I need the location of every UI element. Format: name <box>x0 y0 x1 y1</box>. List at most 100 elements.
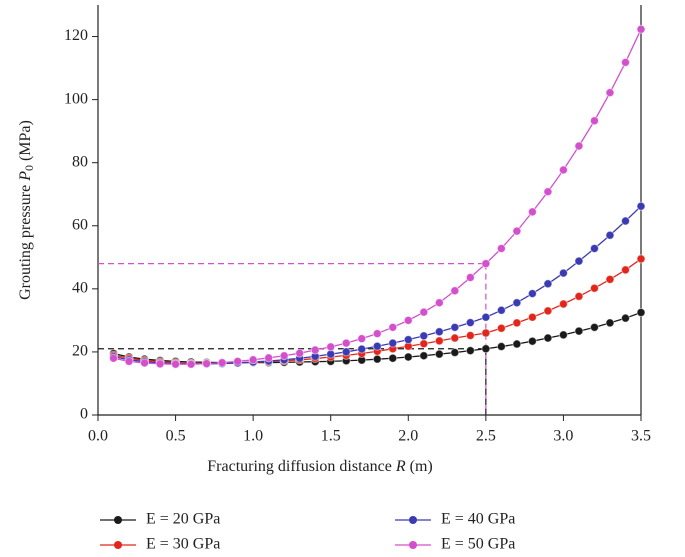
data-point <box>279 351 289 361</box>
data-point <box>357 344 367 354</box>
data-point <box>481 328 491 338</box>
legend-marker <box>409 541 417 549</box>
data-point <box>233 356 243 366</box>
series-line <box>113 29 642 365</box>
y-tick-label: 100 <box>64 90 88 107</box>
data-point <box>574 256 584 266</box>
data-point <box>465 272 475 282</box>
data-point <box>620 57 630 67</box>
data-point <box>496 305 506 315</box>
data-point <box>155 359 165 369</box>
legend-label: E = 40 GPa <box>441 511 515 528</box>
data-point <box>527 207 537 217</box>
y-tick-label: 20 <box>72 343 88 360</box>
data-point <box>605 88 615 98</box>
data-point <box>512 339 522 349</box>
data-point <box>496 342 506 352</box>
x-label-text: Fracturing diffusion distance <box>207 458 396 475</box>
data-point <box>372 354 382 364</box>
legend-marker <box>114 516 122 524</box>
data-point <box>636 308 646 317</box>
x-axis-label: Fracturing diffusion distance R (m) <box>207 458 432 475</box>
data-point <box>372 341 382 351</box>
x-tick-label: 2.0 <box>398 428 418 445</box>
data-point <box>496 243 506 253</box>
data-point <box>450 286 460 296</box>
data-point <box>264 353 274 363</box>
data-point <box>605 274 615 284</box>
data-point <box>341 338 351 348</box>
data-point <box>620 313 630 323</box>
data-point <box>636 254 646 264</box>
data-point <box>558 299 568 309</box>
data-point <box>248 355 258 365</box>
data-point <box>403 335 413 345</box>
y-tick-label: 60 <box>72 216 88 233</box>
data-point <box>341 347 351 357</box>
data-point <box>419 339 429 349</box>
x-tick-label: 2.5 <box>476 428 496 445</box>
data-point <box>434 336 444 346</box>
data-point <box>434 327 444 337</box>
data-point <box>450 348 460 358</box>
data-point <box>465 318 475 328</box>
y-tick-label: 40 <box>72 280 88 297</box>
data-point <box>589 116 599 126</box>
data-point <box>574 291 584 301</box>
legend-marker <box>114 541 122 549</box>
legend-marker <box>409 516 417 524</box>
x-label-symbol: R <box>395 458 406 475</box>
data-point <box>527 336 537 346</box>
data-point <box>450 333 460 343</box>
data-point <box>357 334 367 344</box>
data-point <box>512 298 522 308</box>
data-point <box>605 230 615 240</box>
data-point <box>419 331 429 341</box>
data-point <box>388 338 398 348</box>
data-point <box>512 318 522 328</box>
x-tick-label: 3.5 <box>631 428 651 445</box>
data-point <box>512 226 522 236</box>
data-point <box>543 306 553 316</box>
y-axis-label: Grouting pressure P0 (MPa) <box>17 120 36 300</box>
data-point <box>295 348 305 358</box>
data-point <box>589 283 599 293</box>
data-point <box>186 359 196 369</box>
y-label-text: Grouting pressure <box>17 181 34 300</box>
x-tick-label: 3.0 <box>553 428 573 445</box>
x-tick-label: 0.5 <box>166 428 186 445</box>
data-point <box>403 315 413 325</box>
data-point <box>124 356 134 366</box>
legend-label: E = 20 GPa <box>146 511 220 528</box>
data-point <box>558 330 568 340</box>
data-point <box>636 24 646 34</box>
data-point <box>419 307 429 317</box>
data-point <box>558 268 568 278</box>
data-point <box>620 265 630 275</box>
data-point <box>527 312 537 322</box>
data-point <box>109 353 119 363</box>
data-point <box>527 289 537 299</box>
data-point <box>434 298 444 308</box>
legend-label: E = 30 GPa <box>146 536 220 553</box>
data-point <box>636 201 646 211</box>
series-line <box>113 205 642 365</box>
data-point <box>605 318 615 328</box>
data-point <box>620 216 630 226</box>
x-tick-label: 1.5 <box>321 428 341 445</box>
data-point <box>217 358 227 368</box>
data-point <box>543 279 553 289</box>
data-point <box>419 351 429 361</box>
legend-label: E = 50 GPa <box>441 536 515 553</box>
data-point <box>388 322 398 332</box>
data-point <box>481 344 491 354</box>
x-tick-label: 1.0 <box>243 428 263 445</box>
y-label-subscript: 0 <box>22 165 36 171</box>
data-point <box>140 358 150 368</box>
x-tick-label: 0.0 <box>88 428 108 445</box>
data-point <box>310 345 320 355</box>
data-point <box>372 329 382 339</box>
x-label-unit: (m) <box>406 458 433 475</box>
data-point <box>434 349 444 359</box>
data-point <box>558 165 568 175</box>
